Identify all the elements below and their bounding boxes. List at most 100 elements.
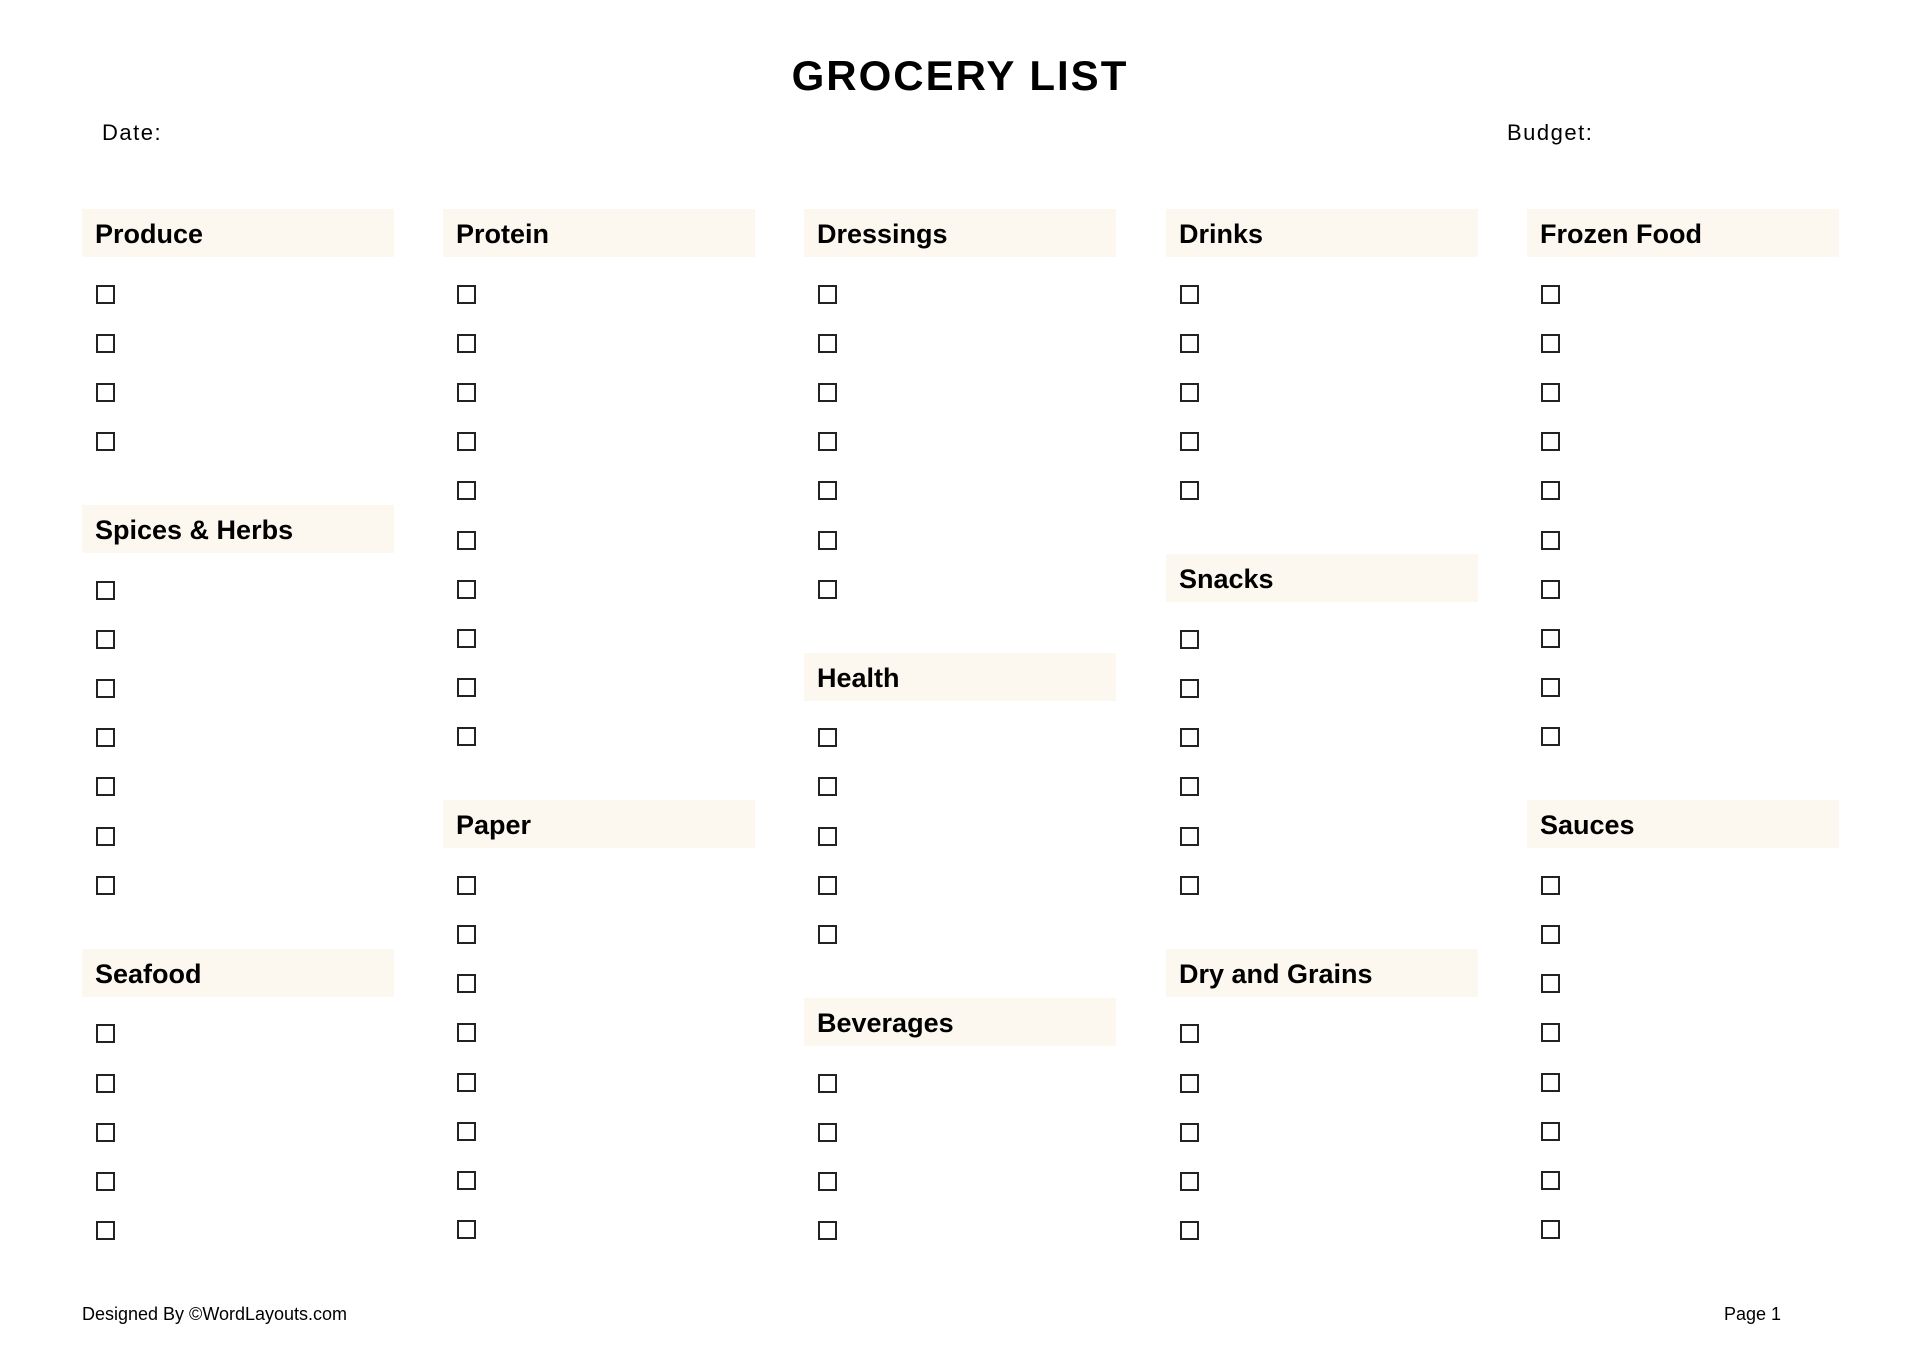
checkbox-seafood[interactable] [96, 1123, 115, 1142]
checkbox-paper[interactable] [457, 974, 476, 993]
checkbox-protein[interactable] [457, 531, 476, 550]
checkbox-dry-and-grains[interactable] [1180, 1123, 1199, 1142]
checkbox-produce[interactable] [96, 383, 115, 402]
checkbox-spices-and-herbs[interactable] [96, 679, 115, 698]
section-header-beverages: Beverages [804, 998, 1116, 1046]
checkbox-seafood[interactable] [96, 1221, 115, 1240]
checkbox-sauces[interactable] [1541, 1171, 1560, 1190]
checkbox-snacks[interactable] [1180, 728, 1199, 747]
checkbox-frozen-food[interactable] [1541, 334, 1560, 353]
section-header-dressings: Dressings [804, 209, 1116, 257]
checkbox-paper[interactable] [457, 1073, 476, 1092]
checkbox-frozen-food[interactable] [1541, 432, 1560, 451]
checkbox-dressings[interactable] [818, 383, 837, 402]
checkbox-sauces[interactable] [1541, 925, 1560, 944]
checkbox-dressings[interactable] [818, 481, 837, 500]
checkbox-paper[interactable] [457, 1023, 476, 1042]
checkbox-dressings[interactable] [818, 432, 837, 451]
checkbox-paper[interactable] [457, 1220, 476, 1239]
checkbox-paper[interactable] [457, 1171, 476, 1190]
checkbox-snacks[interactable] [1180, 679, 1199, 698]
section-header-produce: Produce [82, 209, 394, 257]
section-header-dry-and-grains: Dry and Grains [1166, 948, 1478, 997]
section-header-seafood: Seafood [82, 948, 394, 997]
section-header-sauces: Sauces [1527, 800, 1839, 849]
section-header-spices-and-herbs: Spices & Herbs [82, 505, 394, 554]
checkbox-beverages[interactable] [818, 1123, 837, 1142]
checkbox-protein[interactable] [457, 727, 476, 746]
checkbox-frozen-food[interactable] [1541, 531, 1560, 550]
checkbox-snacks[interactable] [1180, 827, 1199, 846]
column-1: Produce Spices & Herbs Seafood [82, 0, 394, 1358]
checkbox-frozen-food[interactable] [1541, 678, 1560, 697]
checkbox-spices-and-herbs[interactable] [96, 630, 115, 649]
checkbox-dry-and-grains[interactable] [1180, 1172, 1199, 1191]
checkbox-beverages[interactable] [818, 1074, 837, 1093]
checkbox-frozen-food[interactable] [1541, 481, 1560, 500]
checkbox-sauces[interactable] [1541, 1073, 1560, 1092]
checkbox-produce[interactable] [96, 334, 115, 353]
checkbox-protein[interactable] [457, 481, 476, 500]
checkbox-sauces[interactable] [1541, 1122, 1560, 1141]
checkbox-paper[interactable] [457, 925, 476, 944]
checkbox-frozen-food[interactable] [1541, 629, 1560, 648]
checkbox-sauces[interactable] [1541, 974, 1560, 993]
checkbox-drinks[interactable] [1180, 432, 1199, 451]
checkbox-spices-and-herbs[interactable] [96, 777, 115, 796]
checkbox-dry-and-grains[interactable] [1180, 1221, 1199, 1240]
checkbox-dressings[interactable] [818, 334, 837, 353]
checkbox-dressings[interactable] [818, 531, 837, 550]
checkbox-protein[interactable] [457, 285, 476, 304]
checkbox-snacks[interactable] [1180, 876, 1199, 895]
checkbox-drinks[interactable] [1180, 481, 1199, 500]
checkbox-dry-and-grains[interactable] [1180, 1074, 1199, 1093]
checkbox-seafood[interactable] [96, 1024, 115, 1043]
checkbox-protein[interactable] [457, 334, 476, 353]
checkbox-frozen-food[interactable] [1541, 580, 1560, 599]
checkbox-paper[interactable] [457, 1122, 476, 1141]
checkbox-drinks[interactable] [1180, 383, 1199, 402]
checkbox-health[interactable] [818, 876, 837, 895]
column-4: Drinks Snacks Dry and Grains [1166, 0, 1478, 1358]
section-header-paper: Paper [443, 800, 755, 849]
checkbox-spices-and-herbs[interactable] [96, 876, 115, 895]
checkbox-frozen-food[interactable] [1541, 285, 1560, 304]
checkbox-health[interactable] [818, 827, 837, 846]
checkbox-protein[interactable] [457, 580, 476, 599]
checkbox-seafood[interactable] [96, 1074, 115, 1093]
checkbox-sauces[interactable] [1541, 1220, 1560, 1239]
checkbox-beverages[interactable] [818, 1221, 837, 1240]
checkbox-sauces[interactable] [1541, 876, 1560, 895]
checkbox-seafood[interactable] [96, 1172, 115, 1191]
section-header-health: Health [804, 652, 1116, 701]
checkbox-spices-and-herbs[interactable] [96, 581, 115, 600]
checkbox-frozen-food[interactable] [1541, 383, 1560, 402]
date-label: Date: [102, 120, 163, 145]
checkbox-drinks[interactable] [1180, 285, 1199, 304]
checkbox-health[interactable] [818, 925, 837, 944]
checkbox-spices-and-herbs[interactable] [96, 728, 115, 747]
checkbox-spices-and-herbs[interactable] [96, 827, 115, 846]
checkbox-health[interactable] [818, 777, 837, 796]
checkbox-snacks[interactable] [1180, 630, 1199, 649]
checkbox-protein[interactable] [457, 383, 476, 402]
checkbox-paper[interactable] [457, 876, 476, 895]
budget-label: Budget: [1507, 120, 1594, 145]
checkbox-dressings[interactable] [818, 285, 837, 304]
checkbox-snacks[interactable] [1180, 777, 1199, 796]
checkbox-sauces[interactable] [1541, 1023, 1560, 1042]
checkbox-frozen-food[interactable] [1541, 727, 1560, 746]
column-5: Frozen Food Sauces [1527, 0, 1839, 1358]
checkbox-protein[interactable] [457, 432, 476, 451]
checkbox-protein[interactable] [457, 629, 476, 648]
section-header-protein: Protein [443, 209, 755, 257]
checkbox-protein[interactable] [457, 678, 476, 697]
checkbox-drinks[interactable] [1180, 334, 1199, 353]
checkbox-dressings[interactable] [818, 580, 837, 599]
checkbox-health[interactable] [818, 728, 837, 747]
checkbox-beverages[interactable] [818, 1172, 837, 1191]
column-3: Dressings Health Beverages [804, 0, 1116, 1358]
checkbox-dry-and-grains[interactable] [1180, 1024, 1199, 1043]
checkbox-produce[interactable] [96, 285, 115, 304]
checkbox-produce[interactable] [96, 432, 115, 451]
